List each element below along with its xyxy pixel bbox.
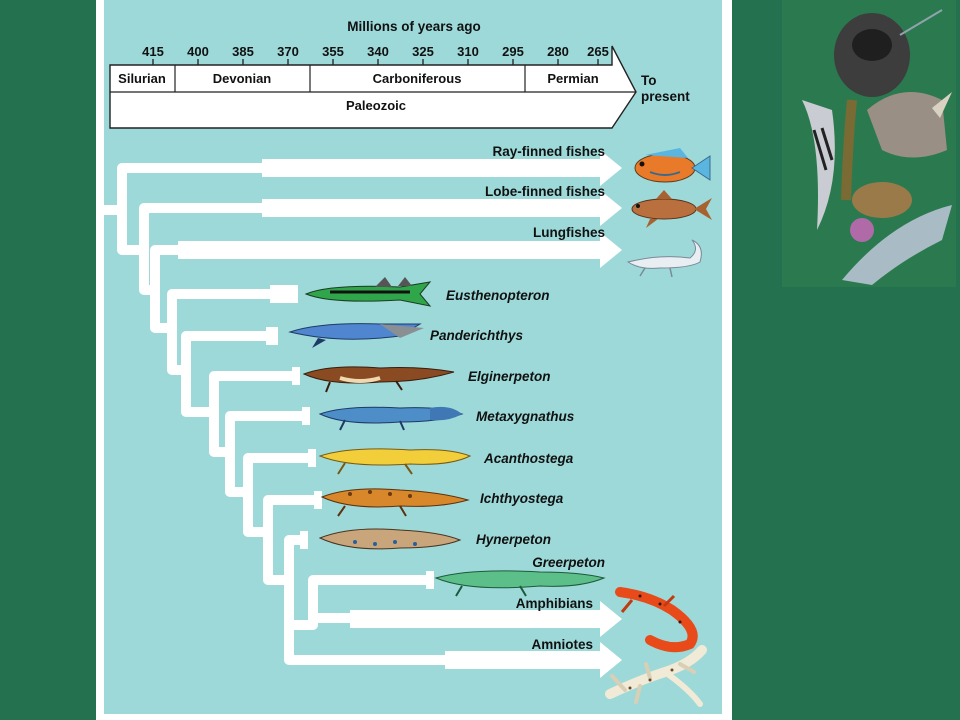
label-lungfishes: Lungfishes [533, 225, 605, 240]
present-label: present [641, 89, 690, 104]
tick-label: 295 [502, 44, 524, 59]
label-amphibians: Amphibians [516, 596, 593, 611]
label-elginerpeton: Elginerpeton [468, 369, 551, 384]
acanthostega-icon [318, 448, 472, 475]
tick-label: 325 [412, 44, 434, 59]
ray-finned-fish-icon [634, 148, 711, 183]
elginerpeton-icon [302, 366, 455, 393]
greerpeton-icon [434, 570, 606, 597]
panderichthys-icon [288, 323, 424, 348]
label-hynerpeton: Hynerpeton [476, 532, 551, 547]
period-devonian: Devonian [213, 71, 272, 86]
label-panderichthys: Panderichthys [430, 328, 524, 343]
label-lobe-finned-fishes: Lobe-finned fishes [485, 184, 605, 199]
animal-collage-icon [782, 0, 956, 287]
metaxygnathus-icon [318, 406, 464, 431]
gecko-icon [605, 645, 707, 707]
tick-label: 400 [187, 44, 209, 59]
tick-label: 265 [587, 44, 609, 59]
label-metaxygnathus: Metaxygnathus [476, 409, 575, 424]
label-acanthostega: Acanthostega [483, 451, 574, 466]
present-label: To [641, 73, 657, 88]
hynerpeton-icon [318, 528, 462, 550]
label-ichthyostega: Ichthyostega [480, 491, 564, 506]
salamander-icon [615, 587, 698, 653]
period-permian: Permian [547, 71, 598, 86]
timeline-title: Millions of years ago [347, 19, 481, 34]
label-amniotes: Amniotes [531, 637, 593, 652]
lungfish-icon [626, 239, 702, 278]
lobe-finned-fish-icon [631, 190, 712, 228]
tick-label: 370 [277, 44, 299, 59]
period-silurian: Silurian [118, 71, 166, 86]
label-eusthenopteron: Eusthenopteron [446, 288, 550, 303]
tick-label: 415 [142, 44, 164, 59]
tick-label: 355 [322, 44, 344, 59]
period-carboniferous: Carboniferous [373, 71, 462, 86]
tick-label: 340 [367, 44, 389, 59]
tick-label: 310 [457, 44, 479, 59]
taxon-labels: Ray-finned fishes Lobe-finned fishes Lun… [430, 144, 605, 652]
ichthyostega-icon [320, 488, 470, 517]
tick-label: 385 [232, 44, 254, 59]
timeline-ticks: 415 400 385 370 355 340 325 310 295 280 … [142, 44, 609, 65]
label-greerpeton: Greerpeton [532, 555, 605, 570]
era-label: Paleozoic [346, 98, 406, 113]
eusthenopteron-icon [304, 277, 432, 307]
branch-arrows [178, 150, 622, 678]
label-ray-finned-fishes: Ray-finned fishes [492, 144, 605, 159]
tick-label: 280 [547, 44, 569, 59]
cladogram-branches [104, 163, 445, 665]
